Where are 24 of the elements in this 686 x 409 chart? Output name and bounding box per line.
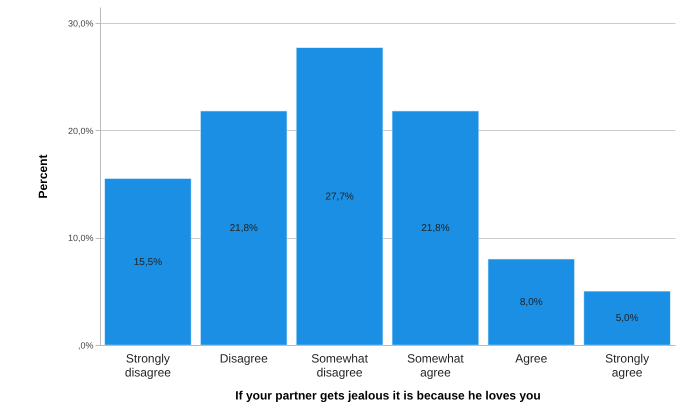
y-tick-label: ,0% — [78, 340, 94, 350]
bar — [488, 258, 575, 346]
data-label: 21,8% — [230, 223, 258, 234]
data-label: 15,5% — [134, 256, 162, 268]
x-tick-label: Strongly agree — [605, 352, 650, 380]
x-tick-label: Agree — [515, 352, 548, 366]
x-tick-label: Strongly disagree — [124, 352, 172, 380]
bar — [296, 48, 383, 346]
data-label: 5,0% — [616, 313, 639, 324]
x-tick-label: Somewhat agree — [407, 352, 464, 380]
x-axis-title: If your partner gets jealous it is because he loves you — [235, 388, 541, 402]
x-tick-label: Somewhat disagree — [311, 352, 369, 380]
y-axis-title: Percent — [36, 154, 50, 199]
bar — [104, 178, 192, 346]
bar — [392, 110, 479, 346]
data-label: 8,0% — [520, 297, 543, 308]
x-tick-label: Disagree — [220, 352, 268, 366]
y-tick-label: 20,0% — [68, 126, 94, 136]
bar — [584, 291, 670, 346]
data-label: 21,8% — [421, 223, 450, 234]
y-tick-label: 30,0% — [68, 18, 94, 29]
data-label: 27,7% — [325, 191, 354, 202]
y-tick-label: 10,0% — [68, 233, 94, 244]
bar — [200, 110, 288, 346]
